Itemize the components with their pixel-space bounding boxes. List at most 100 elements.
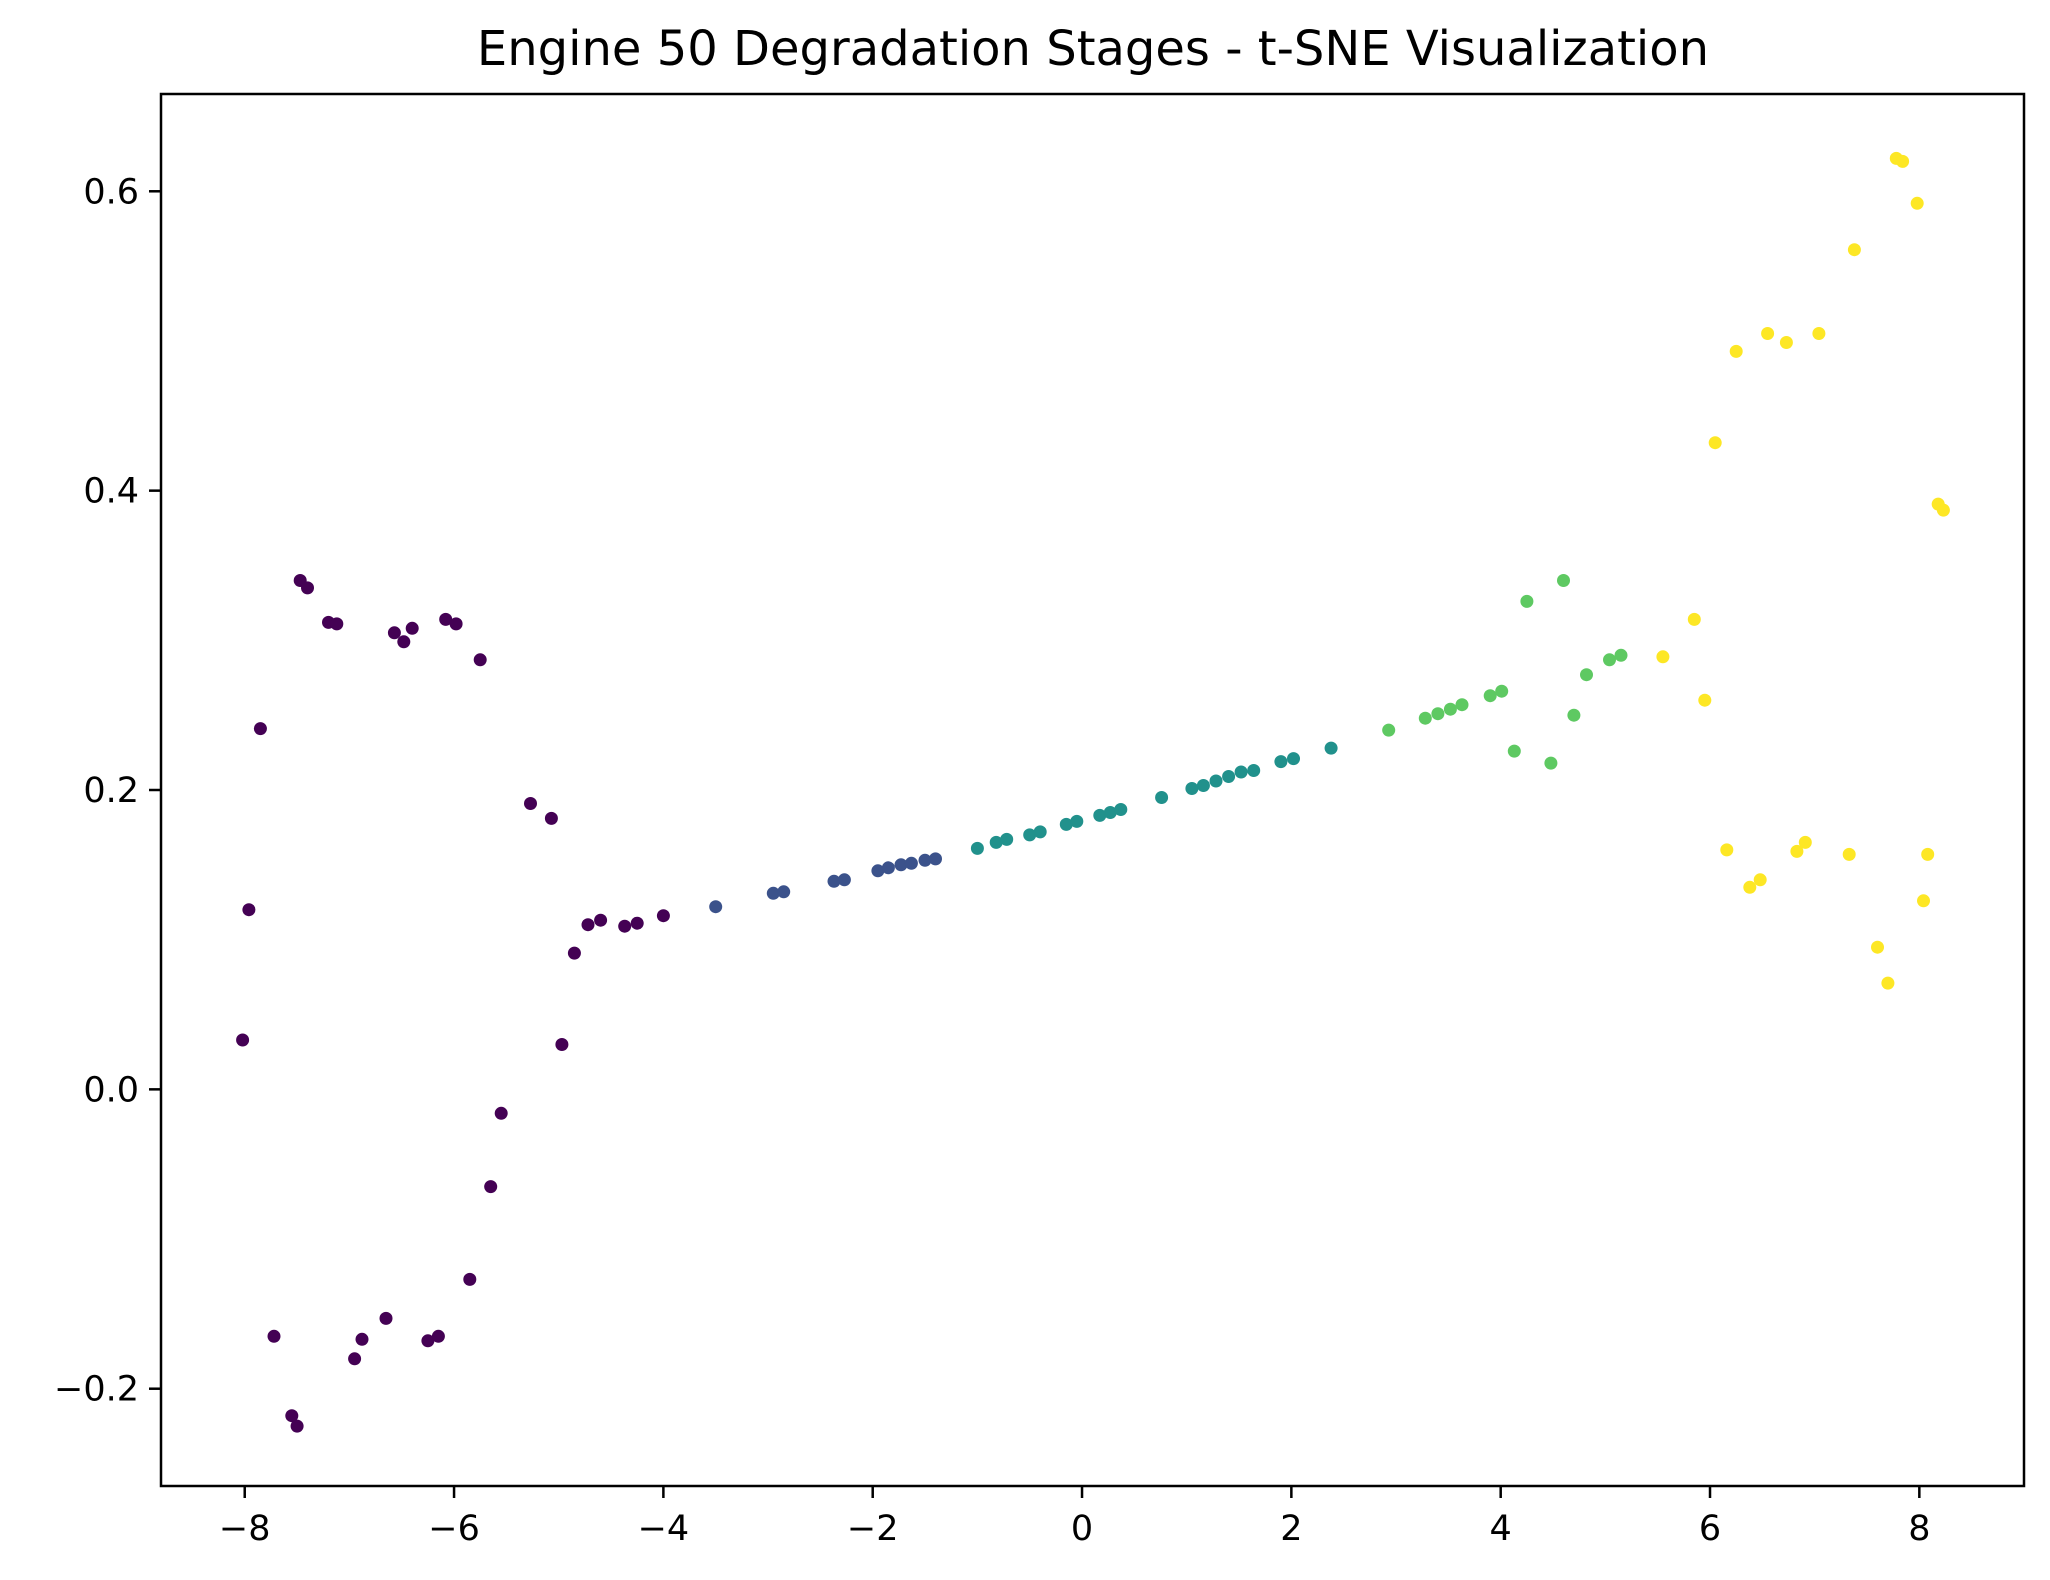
data-point: [1324, 741, 1338, 755]
data-point: [1580, 668, 1593, 682]
data-point: [1443, 702, 1457, 716]
data-point: [1687, 612, 1701, 626]
data-point: [1070, 814, 1084, 828]
data-point: [1698, 693, 1712, 707]
data-point: [918, 853, 932, 867]
x-tick-label: −8: [219, 1509, 271, 1549]
data-point: [379, 1311, 393, 1325]
y-tick-label: 0.4: [83, 472, 139, 512]
data-point: [555, 1038, 569, 1051]
data-point: [1000, 832, 1014, 846]
data-point: [1093, 808, 1107, 822]
data-point: [709, 900, 723, 914]
data-point: [766, 886, 780, 900]
data-point: [827, 874, 841, 888]
data-point: [242, 903, 256, 917]
data-point: [970, 841, 984, 855]
data-point: [656, 909, 670, 923]
data-point: [301, 581, 314, 595]
data-point: [1495, 684, 1509, 698]
data-point: [1871, 940, 1884, 954]
data-point: [1753, 873, 1767, 887]
data-point: [904, 856, 918, 870]
data-point: [1209, 774, 1223, 788]
data-point: [397, 635, 411, 649]
data-point: [581, 918, 595, 932]
data-point: [1881, 976, 1895, 990]
data-point: [1274, 755, 1288, 769]
data-point: [1418, 711, 1432, 725]
data-point: [1917, 894, 1930, 908]
data-point: [524, 797, 537, 810]
data-point: [1603, 653, 1616, 667]
data-point: [439, 612, 453, 626]
data-point: [1247, 764, 1261, 777]
data-point: [1790, 844, 1804, 858]
data-point: [1798, 835, 1812, 849]
data-point: [1023, 828, 1037, 842]
data-point: [1557, 574, 1570, 587]
data-point: [405, 621, 419, 635]
data-point: [1507, 744, 1521, 758]
data-point: [881, 861, 895, 875]
x-tick-label: −2: [847, 1509, 899, 1549]
data-point: [1656, 650, 1670, 664]
data-point: [1155, 791, 1169, 804]
data-point: [449, 617, 463, 631]
data-point: [1033, 825, 1047, 839]
data-point: [267, 1329, 281, 1343]
x-tick-label: 6: [1699, 1509, 1721, 1549]
data-point: [1483, 689, 1497, 703]
x-tick-label: 4: [1490, 1509, 1512, 1549]
x-axis: −8 −6 −4 −2 0 2 4 6 8: [219, 1486, 1930, 1549]
data-point: [1921, 847, 1935, 861]
data-point: [330, 617, 344, 631]
x-tick-label: −6: [428, 1509, 480, 1549]
data-point: [1544, 756, 1558, 770]
data-point: [290, 1419, 304, 1433]
data-point: [1222, 770, 1236, 783]
data-point: [421, 1334, 435, 1348]
data-point: [285, 1409, 299, 1423]
data-point: [594, 913, 608, 927]
x-tick-label: 2: [1280, 1509, 1302, 1549]
chart-title: Engine 50 Degradation Stages - t-SNE Vis…: [477, 21, 1709, 77]
data-point: [1059, 817, 1073, 831]
data-point: [618, 919, 632, 933]
data-point: [1614, 648, 1628, 662]
data-point: [1761, 327, 1775, 340]
data-point: [544, 811, 558, 825]
data-point: [1847, 243, 1861, 257]
data-point: [1455, 698, 1469, 712]
y-axis: −0.2 0.0 0.2 0.4 0.6: [54, 172, 161, 1410]
data-point: [837, 873, 851, 887]
data-point: [630, 916, 644, 930]
data-point: [1729, 344, 1743, 358]
data-point: [1842, 847, 1856, 861]
data-point: [1382, 723, 1396, 737]
data-point: [1812, 327, 1826, 340]
data-point: [348, 1352, 362, 1366]
data-point: [484, 1180, 498, 1194]
data-point: [1520, 594, 1534, 608]
data-point: [1196, 779, 1210, 792]
data-point: [1743, 880, 1757, 894]
y-tick-label: 0.2: [83, 771, 139, 811]
data-point: [1910, 196, 1924, 210]
data-point: [236, 1033, 250, 1047]
data-point: [387, 626, 401, 640]
x-tick-label: 0: [1071, 1509, 1093, 1549]
data-point: [1103, 806, 1117, 819]
data-point: [473, 653, 487, 667]
points-layer: [236, 151, 1950, 1433]
data-point: [1431, 707, 1445, 721]
data-point: [989, 835, 1003, 849]
data-point: [1287, 752, 1300, 766]
data-point: [1896, 154, 1910, 168]
data-point: [1720, 843, 1734, 857]
x-tick-label: −4: [638, 1509, 690, 1549]
data-point: [929, 852, 942, 866]
